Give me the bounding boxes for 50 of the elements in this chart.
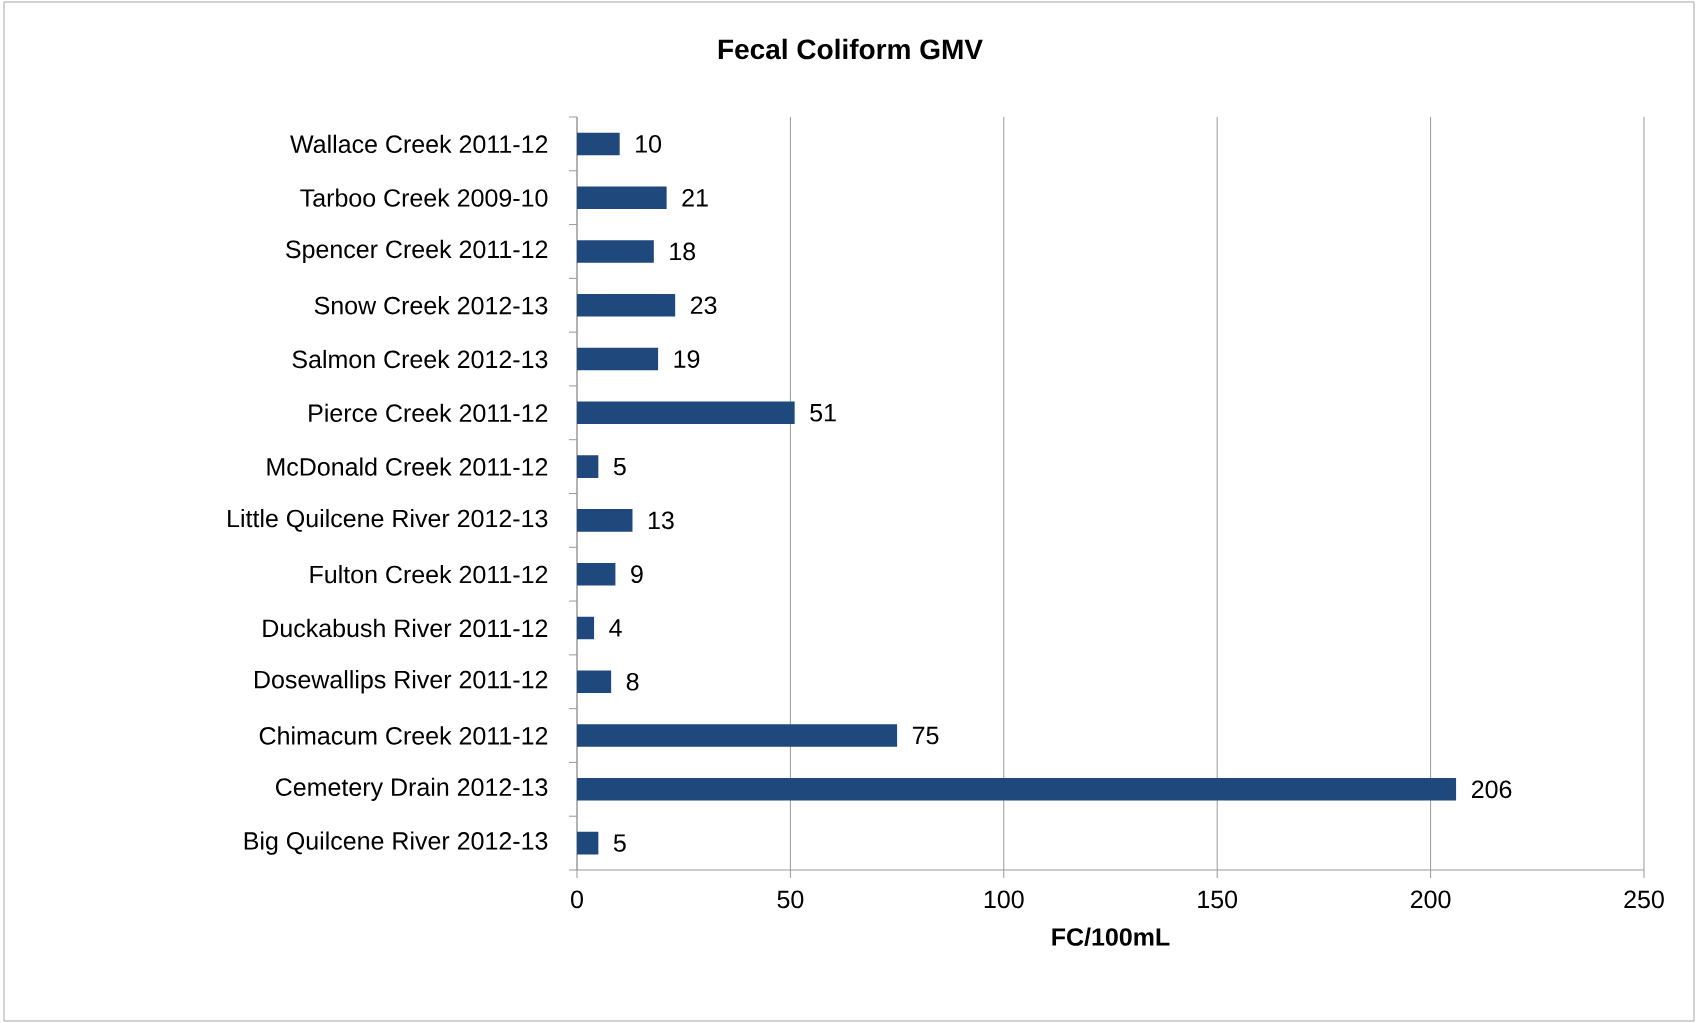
y-tick-label: Dosewallips River 2011-12 xyxy=(255,670,548,694)
bar xyxy=(577,186,667,209)
data-label: 10 xyxy=(636,135,662,153)
data-label: 13 xyxy=(648,511,674,530)
data-label: 18 xyxy=(670,242,696,261)
y-tick-label: Snow Creek 2012-13 xyxy=(314,296,548,315)
data-label: 21 xyxy=(682,188,708,207)
bar xyxy=(577,831,599,855)
y-tick-label: Tarboo Creek 2009-10 xyxy=(300,188,548,207)
y-tick-label: Salmon Creek 2012-13 xyxy=(292,349,548,369)
bar xyxy=(577,562,616,586)
bar xyxy=(577,616,595,640)
y-tick-label: Cemetery Drain 2012-13 xyxy=(276,777,548,801)
y-tick-label: McDonald Creek 2011-12 xyxy=(267,457,548,476)
bar xyxy=(577,778,1457,801)
x-axis-title: FC/100mL xyxy=(1052,927,1170,947)
x-tick-label: 150 xyxy=(1198,890,1238,909)
chart-title: Fecal Coliform GMV xyxy=(718,38,983,60)
data-label: 4 xyxy=(609,619,622,637)
data-label: 23 xyxy=(690,296,717,315)
bar xyxy=(577,401,795,425)
x-tick-label: 0 xyxy=(571,890,583,909)
y-tick-label: Pierce Creek 2011-12 xyxy=(309,403,548,423)
y-tick-label: Chimacum Creek 2011-12 xyxy=(259,726,548,745)
data-label: 5 xyxy=(613,457,626,476)
x-tick-label: 50 xyxy=(777,890,804,909)
bar xyxy=(577,670,612,694)
bar xyxy=(577,509,633,532)
y-tick-label: Big Quilcene River 2012-13 xyxy=(244,831,548,855)
bar xyxy=(577,293,676,317)
data-label: 51 xyxy=(810,404,836,422)
x-tick-label: 100 xyxy=(984,890,1024,909)
data-label: 8 xyxy=(626,672,639,691)
y-tick-label: Wallace Creek 2011-12 xyxy=(290,134,548,154)
bar xyxy=(577,132,620,156)
y-tick-label: Spencer Creek 2011-12 xyxy=(286,239,548,264)
data-label: 75 xyxy=(912,726,939,745)
data-label: 19 xyxy=(674,350,700,368)
bar xyxy=(577,455,599,478)
bar xyxy=(577,240,654,263)
y-tick-label: Fulton Creek 2011-12 xyxy=(310,565,548,584)
bar xyxy=(577,724,898,747)
x-tick-label: 200 xyxy=(1410,890,1451,909)
y-tick-label: Duckabush River 2011-12 xyxy=(263,618,548,638)
x-tick-label: 250 xyxy=(1624,890,1664,909)
data-label: 5 xyxy=(613,834,626,852)
data-label: 9 xyxy=(631,565,643,584)
y-tick-label: Little Quilcene River 2012-13 xyxy=(228,508,548,532)
data-label: 206 xyxy=(1471,780,1512,799)
bar xyxy=(577,347,659,371)
